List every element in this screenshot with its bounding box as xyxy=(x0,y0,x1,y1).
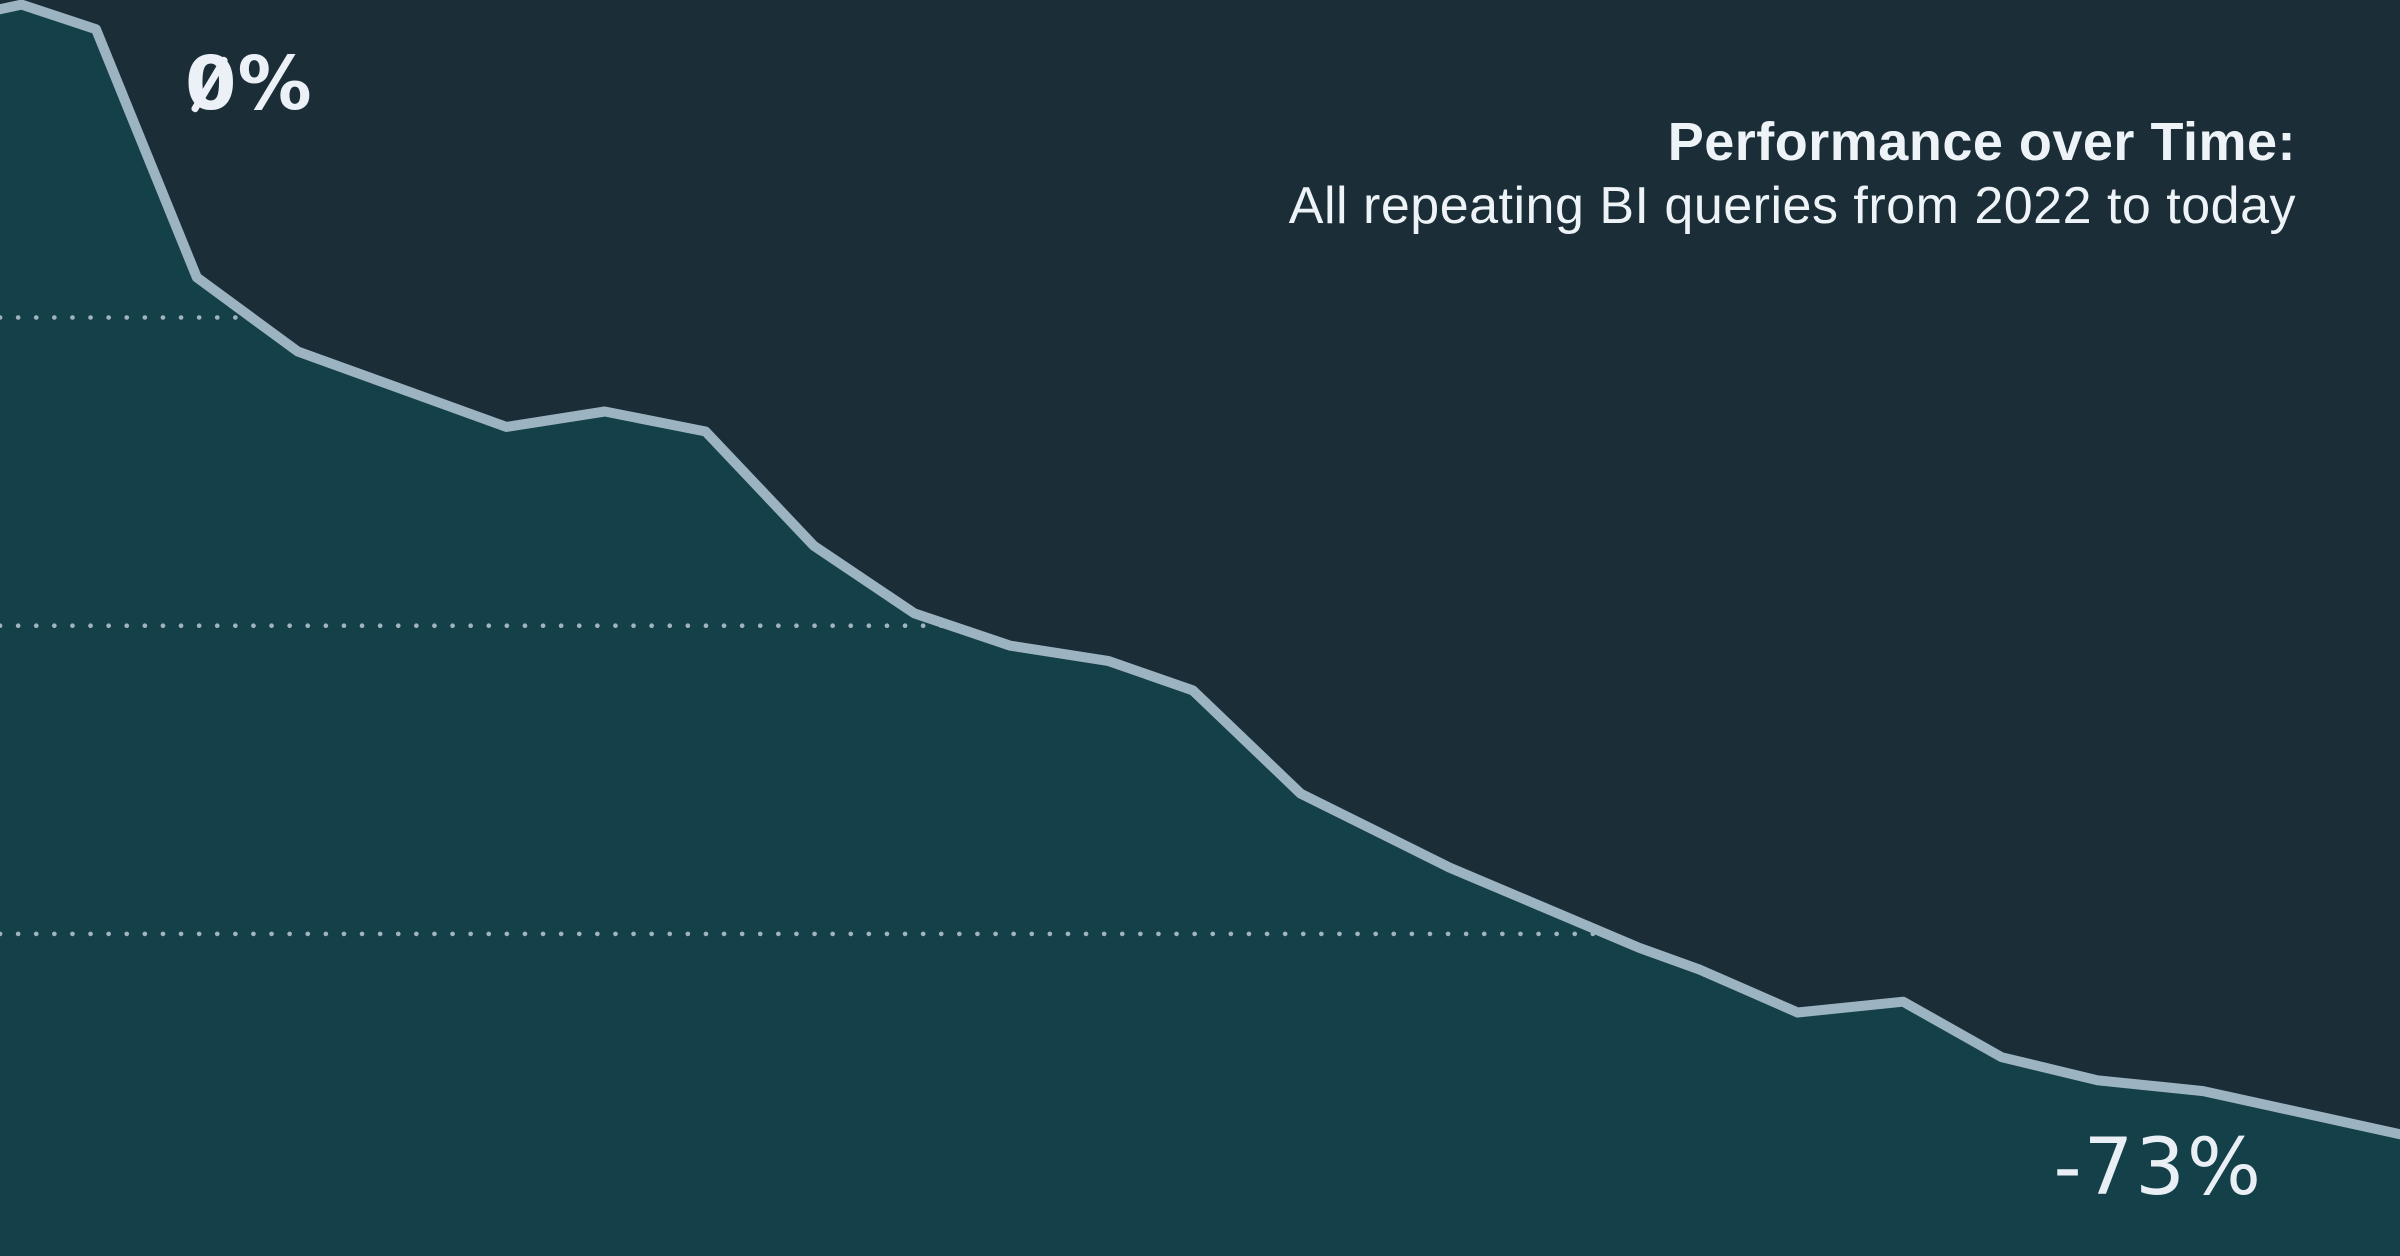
end-value-label: -73% xyxy=(2053,1123,2263,1213)
chart-subtitle: All repeating BI queries from 2022 to to… xyxy=(1288,177,2296,235)
area-fill xyxy=(0,4,2400,1256)
trend-line xyxy=(0,0,2400,1140)
chart-title: Performance over Time: xyxy=(1667,112,2296,172)
start-value-label: 0% xyxy=(185,47,313,121)
chart-title-block: Performance over Time: All repeating BI … xyxy=(1289,110,2296,238)
